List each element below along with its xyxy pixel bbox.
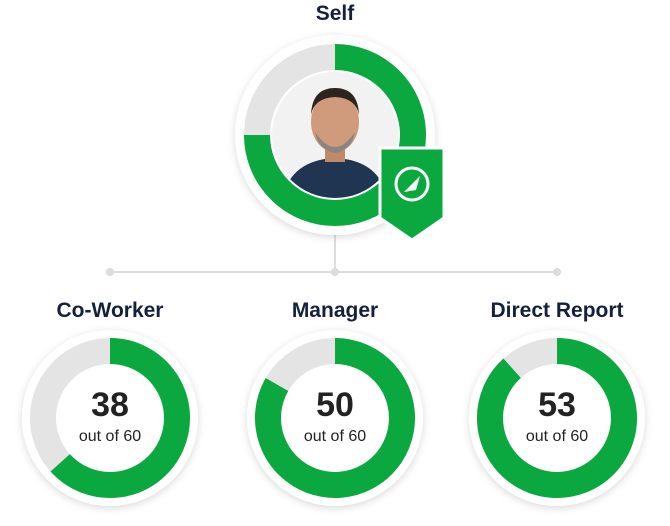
score-caption: out of 60 — [304, 428, 366, 445]
self-label: Self — [316, 2, 356, 25]
report-label: Direct Report — [490, 299, 623, 322]
report-label: Manager — [292, 299, 378, 322]
score-caption: out of 60 — [526, 428, 588, 445]
score-value: 38 — [91, 386, 129, 424]
score-value: 50 — [316, 386, 354, 424]
connector — [106, 228, 561, 276]
ring-arc — [255, 338, 415, 498]
photo — [272, 72, 398, 198]
ring-arc — [50, 338, 190, 498]
ring-arc — [477, 338, 637, 498]
score-caption: out of 60 — [79, 428, 141, 445]
badge — [378, 146, 446, 242]
report-label: Co-Worker — [57, 299, 164, 322]
score-value: 53 — [538, 386, 576, 424]
